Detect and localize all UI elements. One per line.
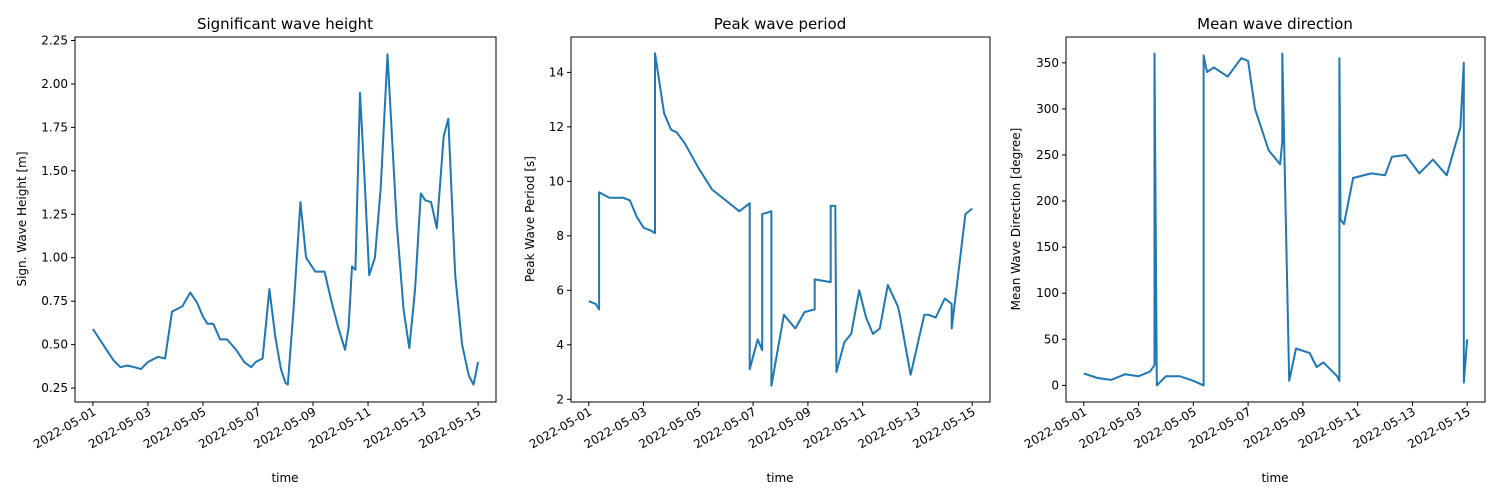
y-tick-label: 150 xyxy=(1036,240,1059,254)
y-tick-label: 100 xyxy=(1036,286,1059,300)
plot-frame xyxy=(570,36,991,403)
y-tick-label: 8 xyxy=(556,229,564,243)
y-tick-label: 200 xyxy=(1036,194,1059,208)
y-tick-label: 2 xyxy=(556,392,564,406)
y-tick-label: 50 xyxy=(1044,332,1059,346)
x-axis-label: time xyxy=(271,471,298,485)
y-tick-label: 4 xyxy=(556,338,564,352)
y-tick-label: 14 xyxy=(549,65,564,79)
y-tick-label: 250 xyxy=(1036,148,1059,162)
y-tick-label: 2.25 xyxy=(41,33,68,47)
x-axis-label: time xyxy=(766,471,793,485)
y-tick-label: 6 xyxy=(556,283,564,297)
y-axis-label: Peak Wave Period [s] xyxy=(523,156,537,282)
y-tick-label: 12 xyxy=(549,120,564,134)
chart-title: Peak wave period xyxy=(714,15,847,33)
y-tick-label: 1.00 xyxy=(41,251,68,265)
plot-frame xyxy=(74,36,497,403)
y-tick-label: 0 xyxy=(1051,378,1059,392)
y-tick-label: 1.50 xyxy=(41,164,68,178)
chart-title: Mean wave direction xyxy=(1197,15,1353,33)
x-axis-label: time xyxy=(1261,471,1288,485)
y-tick-label: 0.75 xyxy=(41,294,68,308)
y-tick-label: 0.25 xyxy=(41,381,68,395)
plot-frame xyxy=(1065,36,1486,403)
y-tick-label: 300 xyxy=(1036,102,1059,116)
y-tick-label: 1.75 xyxy=(41,120,68,134)
y-axis-label: Sign. Wave Height [m] xyxy=(15,151,29,286)
series-line xyxy=(92,53,480,386)
y-tick-label: 2.00 xyxy=(41,77,68,91)
y-tick-label: 0.50 xyxy=(41,338,68,352)
y-tick-label: 10 xyxy=(549,174,564,188)
y-tick-label: 350 xyxy=(1036,56,1059,70)
chart-title: Significant wave height xyxy=(197,15,373,33)
y-axis-label: Mean Wave Direction [degree] xyxy=(1009,128,1023,311)
y-tick-label: 1.25 xyxy=(41,207,68,221)
series-line xyxy=(1083,52,1469,387)
series-line xyxy=(588,52,973,387)
